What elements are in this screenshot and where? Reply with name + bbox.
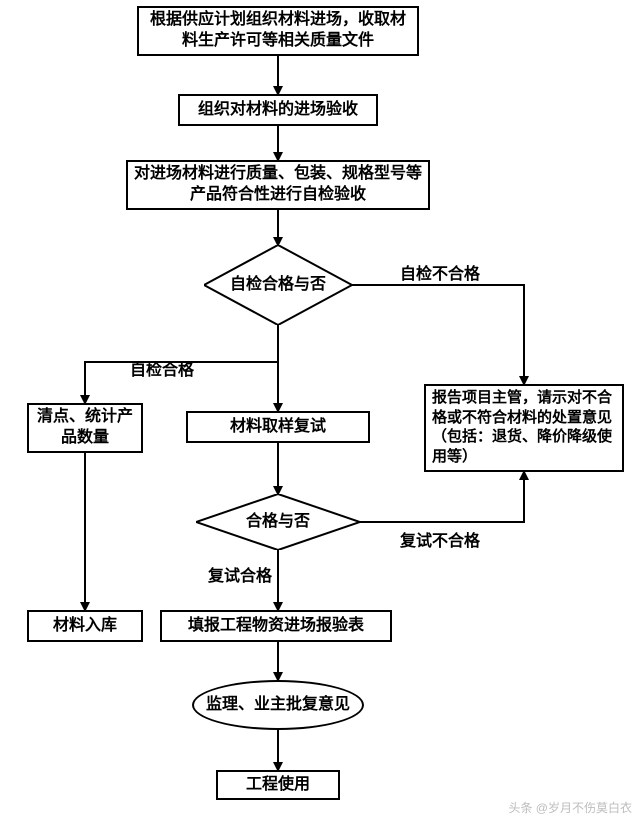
node-material-storage: 材料入库	[27, 610, 143, 642]
node-fill-inspection-form: 填报工程物资进场报验表	[160, 610, 392, 642]
label-retest-pass: 复试合格	[208, 562, 272, 586]
decision-retest: 合格与否	[196, 494, 360, 550]
node-sample-retest: 材料取样复试	[186, 411, 370, 443]
node-supervisor-approval: 监理、业主批复意见	[192, 680, 364, 730]
label-retest-fail: 复试不合格	[400, 527, 480, 551]
node-organize-acceptance: 组织对材料的进场验收	[178, 94, 378, 126]
label-self-pass: 自检合格	[130, 356, 194, 380]
node-start: 根据供应计划组织材料进场，收取材料生产许可等相关质量文件	[137, 6, 419, 56]
node-count-products: 清点、统计产品数量	[27, 403, 143, 453]
node-project-use: 工程使用	[216, 770, 340, 800]
decision-self-check: 自检合格与否	[204, 245, 352, 325]
label-self-fail: 自检不合格	[400, 260, 480, 284]
node-report-supervisor: 报告项目主管，请示对不合格或不符合材料的处置意见（包括：退货、降价降级使用等）	[424, 384, 624, 472]
node-self-inspection: 对进场材料进行质量、包装、规格型号等产品符合性进行自检验收	[126, 160, 430, 210]
watermark: 头条 @岁月不伤莫白衣	[508, 799, 632, 816]
